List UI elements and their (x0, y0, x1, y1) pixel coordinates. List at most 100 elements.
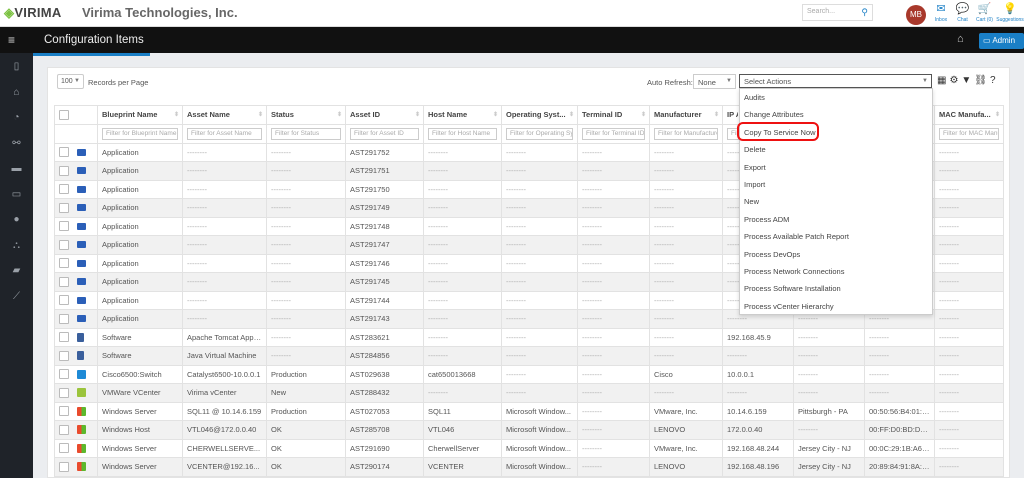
menu-item-process-vcenter-hierarchy[interactable]: Process vCenter Hierarchy (744, 301, 834, 311)
select-all-checkbox[interactable] (59, 109, 69, 120)
sort-icon[interactable]: ⬍ (336, 112, 342, 118)
table-row[interactable]: Windows Server VCENTER@192.16... OK AST2901… (54, 457, 1004, 477)
row-checkbox[interactable] (59, 184, 69, 195)
row-checkbox[interactable] (59, 424, 69, 435)
table-row[interactable]: Software Java Virtual Machine -------- AST2… (54, 346, 1004, 366)
column-filter-input[interactable]: Filter for Terminal ID (582, 127, 645, 140)
select-actions-dropdown[interactable]: Select Actions ▼ (739, 74, 932, 88)
calendar-icon[interactable]: ▦ (937, 75, 950, 86)
home-icon[interactable]: ⌂ (957, 33, 964, 45)
user-icon[interactable]: ● (13, 214, 20, 225)
records-per-page-select[interactable]: 100 ▼ (57, 74, 84, 89)
menu-item-process-adm[interactable]: Process ADM (744, 214, 790, 224)
sort-icon[interactable]: ⬍ (173, 112, 179, 118)
chat-button[interactable]: 💬 Chat (952, 2, 973, 23)
column-filter-input[interactable]: Filter for Asset Name (187, 127, 262, 140)
monitor-icon[interactable]: ▭ (11, 188, 22, 200)
column-filter-input[interactable]: Filter for Operating System (506, 127, 573, 140)
app-blueprint-icon (77, 278, 86, 286)
binoculars-icon[interactable]: ⚯ (12, 137, 21, 149)
virima-logo[interactable]: ◈VIRIMA (4, 5, 62, 20)
gear-icon[interactable]: ⚙ (949, 75, 962, 86)
table-row[interactable]: Software Apache Tomcat Appli... -------- AS… (54, 327, 1004, 347)
column-header[interactable]: Asset ID ⬍ (345, 105, 424, 125)
row-select-cell (54, 253, 98, 273)
menu-item-process-devops[interactable]: Process DevOps (744, 249, 801, 259)
row-checkbox[interactable] (59, 332, 69, 343)
row-checkbox[interactable] (59, 406, 69, 417)
menu-item-export[interactable]: Export (744, 162, 766, 172)
menu-item-process-software-installation[interactable]: Process Software Installation (744, 284, 841, 294)
row-checkbox[interactable] (59, 165, 69, 176)
row-checkbox[interactable] (59, 350, 69, 361)
avatar[interactable]: MB (906, 5, 926, 25)
dashboard-icon[interactable]: ◔ (13, 112, 20, 123)
row-checkbox[interactable] (59, 313, 69, 324)
card-icon[interactable]: ▬ (11, 163, 22, 174)
sort-icon[interactable]: ⬍ (994, 112, 1000, 118)
sort-icon[interactable]: ⬍ (257, 112, 263, 118)
column-filter-input[interactable]: Filter for Host Name (428, 127, 497, 140)
row-checkbox[interactable] (59, 239, 69, 250)
inbox-button[interactable]: ✉ Inbox (930, 2, 952, 23)
column-header[interactable]: Host Name ⬍ (423, 105, 502, 125)
table-row[interactable]: Windows Host VTL046@172.0.0.40 OK AST285708… (54, 420, 1004, 440)
menu-item-process-network-connections[interactable]: Process Network Connections (744, 266, 845, 276)
column-filter-input[interactable]: Filter for Asset ID (350, 127, 419, 140)
book-icon[interactable]: ▰ (12, 265, 21, 276)
menu-item-copy-to-service-now[interactable]: Copy To Service Now (744, 127, 816, 137)
column-header[interactable]: Terminal ID ⬍ (577, 105, 650, 125)
search-input[interactable]: Search... ⚲ (802, 4, 873, 21)
row-checkbox[interactable] (59, 258, 69, 269)
home-icon[interactable]: ⌂ (13, 86, 20, 98)
sort-icon[interactable]: ⬍ (713, 112, 719, 118)
row-checkbox[interactable] (59, 443, 69, 454)
row-checkbox[interactable] (59, 295, 69, 306)
table-row[interactable]: VMWare VCenter Virima vCenter New AST288432… (54, 383, 1004, 403)
admin-button[interactable]: ▭ Admin (979, 33, 1024, 49)
sitemap-icon[interactable]: ⛬ (13, 239, 20, 251)
column-filter-input[interactable]: Filter for Blueprint Name (102, 127, 178, 140)
search-icon[interactable]: ⚲ (861, 7, 868, 17)
menu-item-audits[interactable]: Audits (744, 93, 765, 102)
menu-item-process-available-patch-report[interactable]: Process Available Patch Report (744, 232, 849, 242)
row-checkbox[interactable] (59, 221, 69, 232)
sort-icon[interactable]: ⬍ (414, 112, 420, 118)
help-icon[interactable]: ? (990, 75, 999, 86)
table-row[interactable]: Windows Server SQL11 @ 10.14.6.159 Product… (54, 401, 1004, 421)
sort-icon[interactable]: ⬍ (640, 112, 646, 118)
menu-icon[interactable]: ≡ (8, 33, 16, 47)
unlink-icon[interactable]: ⛓ (974, 75, 991, 86)
row-checkbox[interactable] (59, 387, 69, 398)
table-row[interactable]: Cisco6500:Switch Catalyst6500-10.0.0.1 Pro… (54, 364, 1004, 384)
row-checkbox[interactable] (59, 369, 69, 380)
chart-icon[interactable]: ⟋ (13, 290, 20, 302)
column-filter-input[interactable]: Filter for Status (271, 127, 341, 140)
auto-refresh-select[interactable]: None ▼ (693, 74, 736, 89)
row-checkbox[interactable] (59, 202, 69, 213)
column-header[interactable]: Manufacturer ⬍ (649, 105, 723, 125)
sort-icon[interactable]: ⬍ (568, 112, 574, 118)
tablet-icon[interactable]: ▯ (13, 61, 20, 72)
column-header[interactable]: MAC Manufa... ⬍ (934, 105, 1004, 125)
filter-icon[interactable]: ▼ (961, 75, 975, 86)
column-header[interactable]: Blueprint Name ⬍ (97, 105, 183, 125)
cart-button[interactable]: 🛒 Cart (0) (973, 2, 996, 23)
row-checkbox[interactable] (59, 147, 69, 158)
menu-item-import[interactable]: Import (744, 179, 766, 189)
column-header[interactable]: Asset Name ⬍ (182, 105, 267, 125)
row-checkbox[interactable] (59, 276, 69, 287)
menu-item-new[interactable]: New (744, 197, 760, 207)
column-filter-input[interactable]: Filter for MAC Manufacturer (939, 127, 999, 140)
suggestions-button[interactable]: 💡 Suggestions (996, 2, 1024, 23)
menu-item-change-attributes[interactable]: Change Attributes (744, 110, 804, 120)
row-checkbox[interactable] (59, 461, 69, 472)
column-header[interactable]: Status ⬍ (266, 105, 346, 125)
table-row[interactable]: Windows Server CHERWELLSERVE... OK AST29169… (54, 438, 1004, 458)
menu-item-delete[interactable]: Delete (744, 145, 766, 155)
column-header[interactable]: Operating Syst... ⬍ (501, 105, 578, 125)
table-cell: LENOVO (649, 457, 723, 477)
column-filter-input[interactable]: Filter for Manufacturer (654, 127, 718, 140)
sort-icon[interactable]: ⬍ (492, 112, 498, 118)
table-cell: -------- (501, 198, 578, 218)
